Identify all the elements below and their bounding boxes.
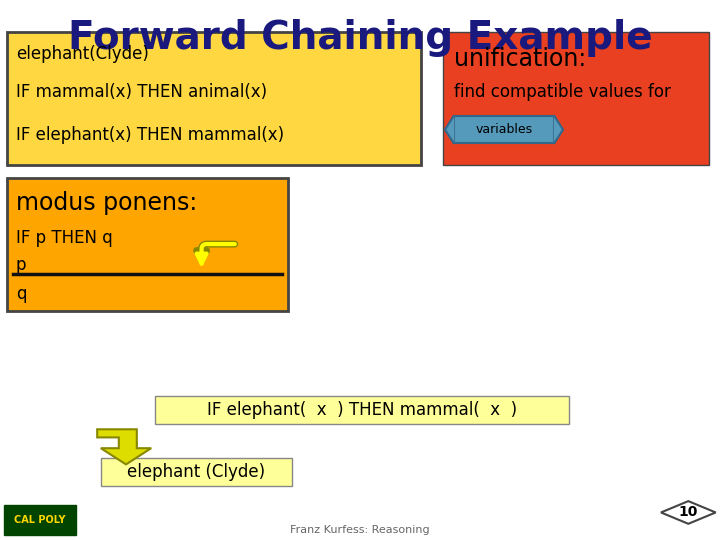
Text: IF mammal(x) THEN animal(x): IF mammal(x) THEN animal(x) xyxy=(16,83,267,101)
FancyBboxPatch shape xyxy=(155,396,569,424)
FancyBboxPatch shape xyxy=(443,32,709,165)
Text: find compatible values for: find compatible values for xyxy=(454,83,670,101)
Text: elephant(Clyde): elephant(Clyde) xyxy=(16,45,149,63)
Text: IF elephant(  x  ) THEN mammal(  x  ): IF elephant( x ) THEN mammal( x ) xyxy=(207,401,517,419)
Text: 10: 10 xyxy=(679,505,698,519)
Text: unification:: unification: xyxy=(454,48,586,71)
Text: q: q xyxy=(16,285,27,303)
Text: p: p xyxy=(16,255,27,274)
FancyBboxPatch shape xyxy=(4,505,76,535)
FancyBboxPatch shape xyxy=(454,116,554,143)
Text: elephant (Clyde): elephant (Clyde) xyxy=(127,463,265,481)
FancyBboxPatch shape xyxy=(7,32,421,165)
FancyBboxPatch shape xyxy=(7,178,288,310)
Text: IF p THEN q: IF p THEN q xyxy=(16,228,112,247)
Text: Forward Chaining Example: Forward Chaining Example xyxy=(68,19,652,57)
Text: IF elephant(x) THEN mammal(x): IF elephant(x) THEN mammal(x) xyxy=(16,126,284,144)
Polygon shape xyxy=(97,429,151,464)
Polygon shape xyxy=(661,501,716,524)
Text: variables: variables xyxy=(475,123,533,136)
Polygon shape xyxy=(554,116,563,143)
FancyBboxPatch shape xyxy=(101,458,292,486)
Text: modus ponens:: modus ponens: xyxy=(16,191,197,214)
Text: CAL POLY: CAL POLY xyxy=(14,515,66,525)
Polygon shape xyxy=(445,116,454,143)
Text: Franz Kurfess: Reasoning: Franz Kurfess: Reasoning xyxy=(290,525,430,535)
